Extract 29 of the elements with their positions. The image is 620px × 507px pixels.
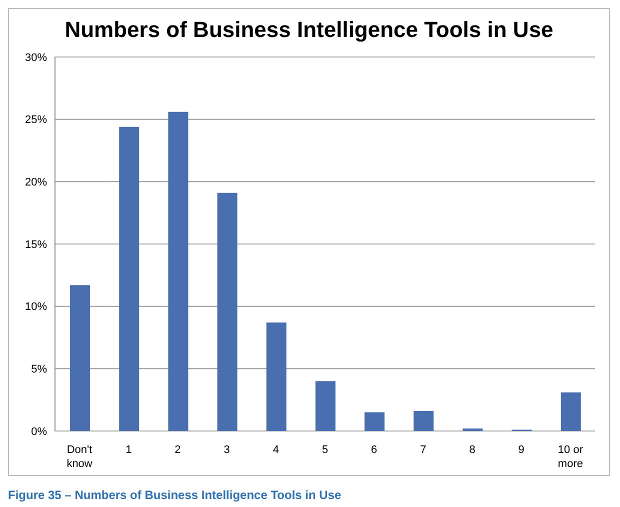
caption: Figure 35 – Numbers of Business Intelligence Tools in Use [8, 488, 342, 502]
bar [560, 392, 581, 431]
y-tick-label: 20% [24, 176, 48, 189]
x-tick-label: 3 [224, 444, 230, 456]
y-tick-label: 10% [24, 301, 48, 314]
x-tick-label: 6 [371, 444, 378, 456]
y-tick-label: 15% [24, 238, 48, 251]
bar [217, 192, 238, 431]
x-tick-label: 2 [174, 444, 181, 456]
chart-title: Numbers of Business Intelligence Tools in Use [64, 17, 554, 44]
x-tick-label: 9 [518, 444, 524, 456]
y-tick-label: 25% [24, 114, 48, 126]
bar [119, 126, 140, 431]
bar [414, 411, 434, 431]
y-tick-label: 30% [24, 52, 48, 64]
y-tick-label: 5% [31, 364, 48, 376]
x-tick-label: 5 [322, 444, 328, 456]
bar [315, 381, 336, 431]
x-tick-label: 7 [420, 444, 426, 456]
x-tick-label: 8 [469, 444, 476, 456]
bar [70, 285, 90, 431]
x-tick-label: 10 or more [558, 444, 584, 470]
bar [364, 412, 385, 431]
x-tick-label: 4 [272, 444, 279, 456]
bar [266, 322, 286, 431]
x-tick-label: 1 [126, 444, 132, 456]
x-tick-label: Don't know [66, 444, 92, 470]
bar [168, 112, 188, 431]
y-tick-label: 0% [31, 426, 48, 438]
